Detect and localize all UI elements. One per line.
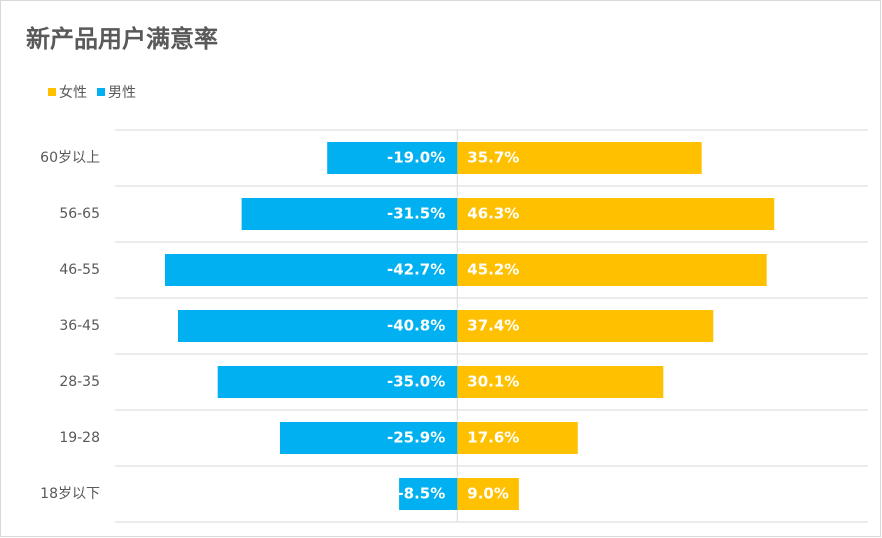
data-label: 45.2% bbox=[467, 261, 519, 279]
data-label: 46.3% bbox=[467, 205, 519, 223]
data-label: -42.7% bbox=[387, 261, 445, 279]
y-tick-label: 19-28 bbox=[59, 430, 100, 446]
bar bbox=[457, 142, 702, 174]
data-label: -19.0% bbox=[387, 149, 445, 167]
bar bbox=[457, 310, 714, 342]
data-label: 9.0% bbox=[467, 485, 509, 503]
bar bbox=[457, 366, 664, 398]
bar bbox=[457, 422, 578, 454]
bar bbox=[217, 366, 458, 398]
bar bbox=[457, 198, 775, 230]
legend-swatch bbox=[48, 88, 56, 96]
data-label: 30.1% bbox=[467, 373, 519, 391]
data-label: -40.8% bbox=[387, 317, 445, 335]
legend-label: 男性 bbox=[108, 85, 136, 101]
legend-swatch bbox=[97, 88, 105, 96]
y-tick-label: 18岁以下 bbox=[40, 486, 100, 502]
bar bbox=[164, 254, 458, 286]
bar bbox=[177, 310, 458, 342]
data-label: 17.6% bbox=[467, 429, 519, 447]
y-tick-label: 56-65 bbox=[59, 206, 100, 222]
chart-title: 新产品用户满意率 bbox=[26, 25, 218, 53]
data-label: -25.9% bbox=[387, 429, 445, 447]
bar bbox=[457, 478, 519, 510]
bar bbox=[327, 142, 458, 174]
data-label: -8.5% bbox=[397, 485, 445, 503]
bar bbox=[241, 198, 458, 230]
y-tick-label: 36-45 bbox=[59, 318, 100, 334]
bar bbox=[279, 422, 458, 454]
bar bbox=[457, 254, 767, 286]
y-tick-label: 46-55 bbox=[59, 262, 100, 278]
y-tick-label: 28-35 bbox=[59, 374, 100, 390]
data-label: -35.0% bbox=[387, 373, 445, 391]
data-label: 37.4% bbox=[467, 317, 519, 335]
data-label: -31.5% bbox=[387, 205, 445, 223]
bar bbox=[399, 478, 458, 510]
legend-label: 女性 bbox=[59, 84, 87, 101]
y-tick-label: 60岁以上 bbox=[40, 150, 100, 166]
data-label: 35.7% bbox=[467, 149, 519, 167]
